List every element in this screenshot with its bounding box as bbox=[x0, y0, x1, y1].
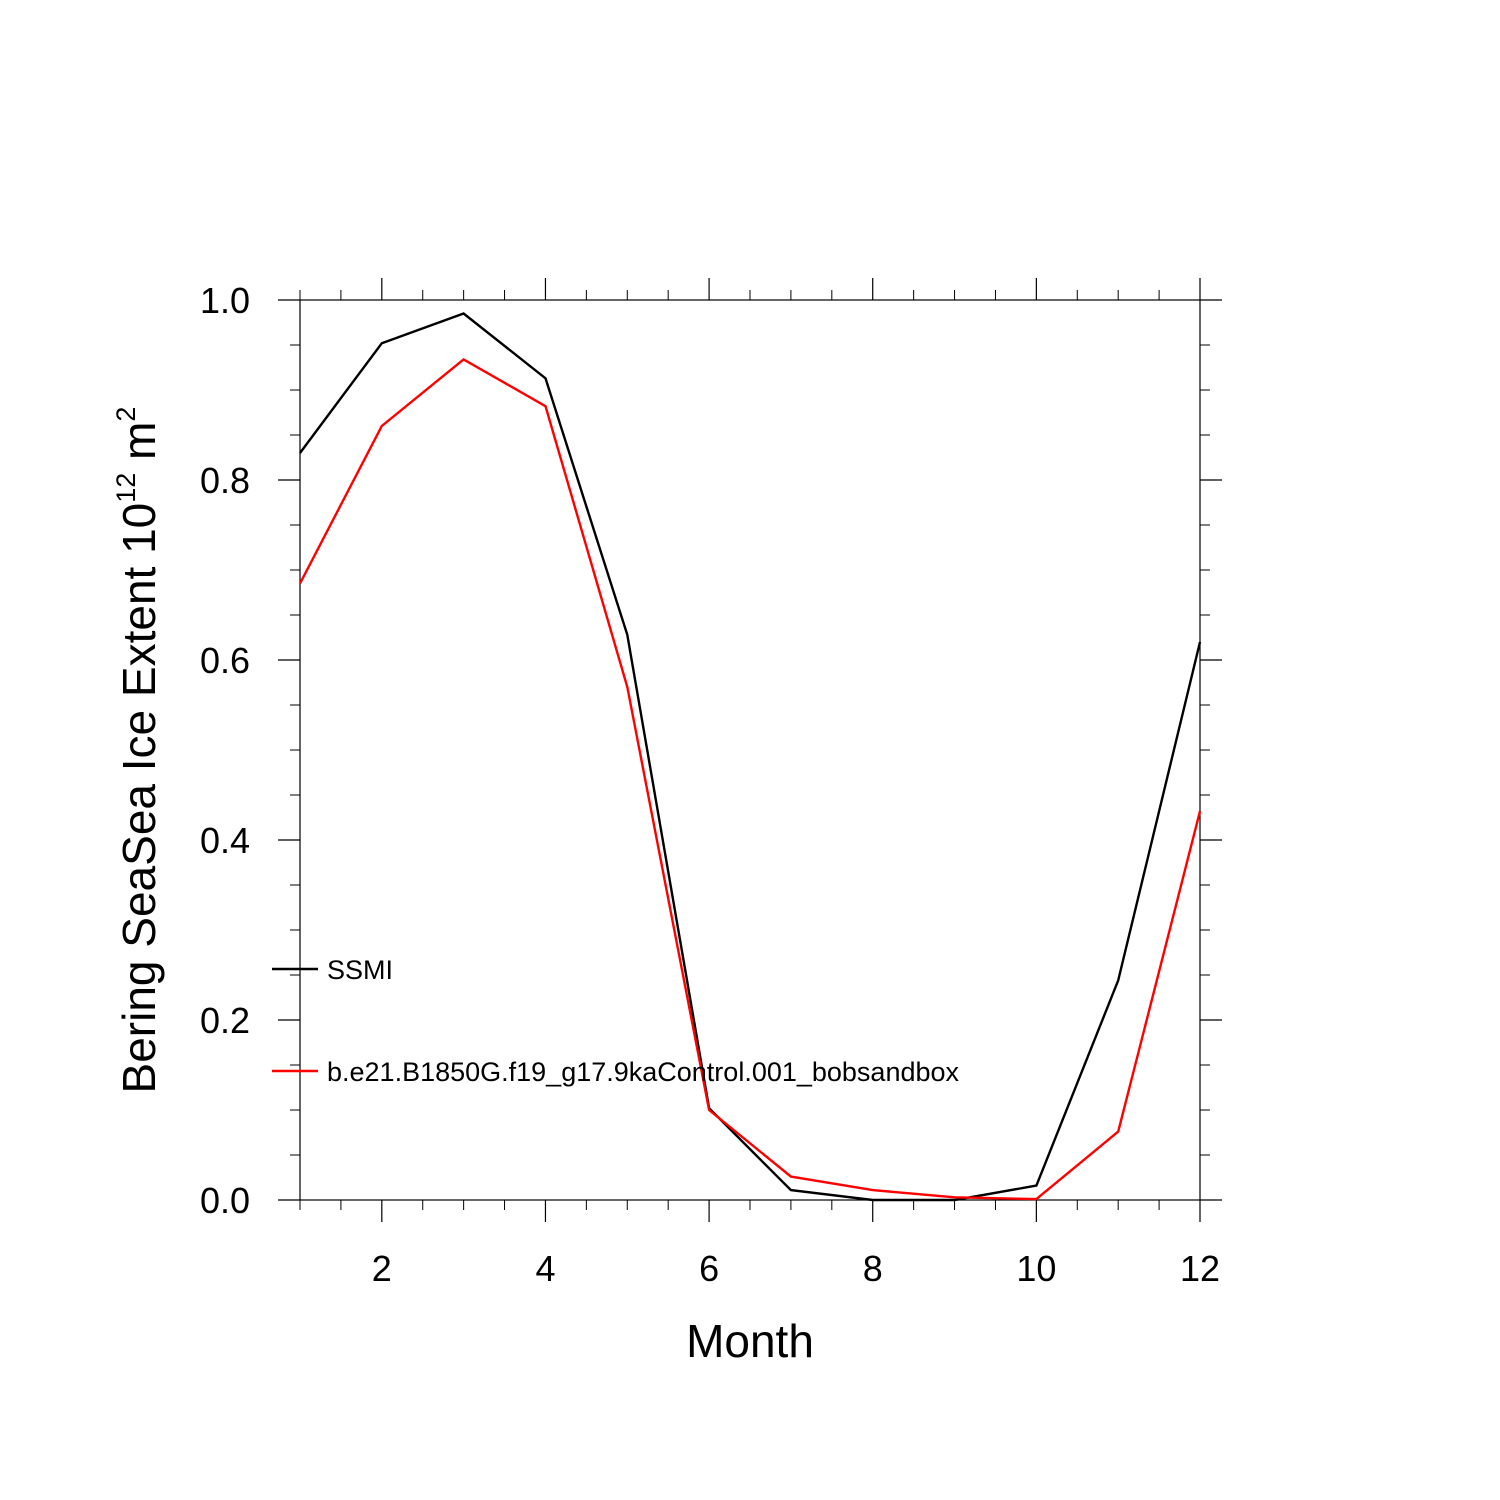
series-line-2 bbox=[298, 357, 1202, 1201]
y-tick-label: 0.6 bbox=[200, 640, 250, 681]
y-tick-label: 1.0 bbox=[200, 280, 250, 321]
y-axis-label: Bering SeaSea Ice Extent 1012 m2 bbox=[111, 407, 165, 1094]
series-line-1 bbox=[299, 312, 1202, 1202]
minor-ticks bbox=[290, 290, 1210, 1210]
x-tick-label: 2 bbox=[372, 1248, 392, 1289]
series-lines bbox=[298, 312, 1202, 1202]
y-tick-label: 0.8 bbox=[200, 460, 250, 501]
x-axis-label: Month bbox=[686, 1315, 814, 1367]
x-tick-label: 12 bbox=[1180, 1248, 1220, 1289]
y-tick-label: 0.4 bbox=[200, 820, 250, 861]
y-tick-label: 0.2 bbox=[200, 1000, 250, 1041]
y-axis-label-unit: m bbox=[113, 422, 165, 473]
y-axis-label-unit-exponent: 2 bbox=[111, 407, 141, 422]
y-axis-label-exponent: 12 bbox=[111, 473, 141, 503]
x-tick-label: 6 bbox=[699, 1248, 719, 1289]
y-tick-label: 0.0 bbox=[200, 1180, 250, 1221]
legend-label-1: SSMI bbox=[327, 955, 393, 985]
y-axis-label-main: Bering SeaSea Ice Extent 10 bbox=[113, 503, 165, 1094]
x-tick-label: 4 bbox=[535, 1248, 555, 1289]
y-tick-labels: 0.0 0.2 0.4 0.6 0.8 1.0 bbox=[200, 280, 250, 1221]
legend: SSMI b.e21.B1850G.f19_g17.9kaControl.001_… bbox=[272, 955, 960, 1087]
x-tick-labels: 2 4 6 8 10 12 bbox=[372, 1248, 1220, 1289]
major-ticks bbox=[278, 278, 1222, 1222]
x-tick-label: 8 bbox=[863, 1248, 883, 1289]
legend-label-2: b.e21.B1850G.f19_g17.9kaControl.001_bobs… bbox=[327, 1057, 960, 1087]
x-tick-label: 10 bbox=[1016, 1248, 1056, 1289]
